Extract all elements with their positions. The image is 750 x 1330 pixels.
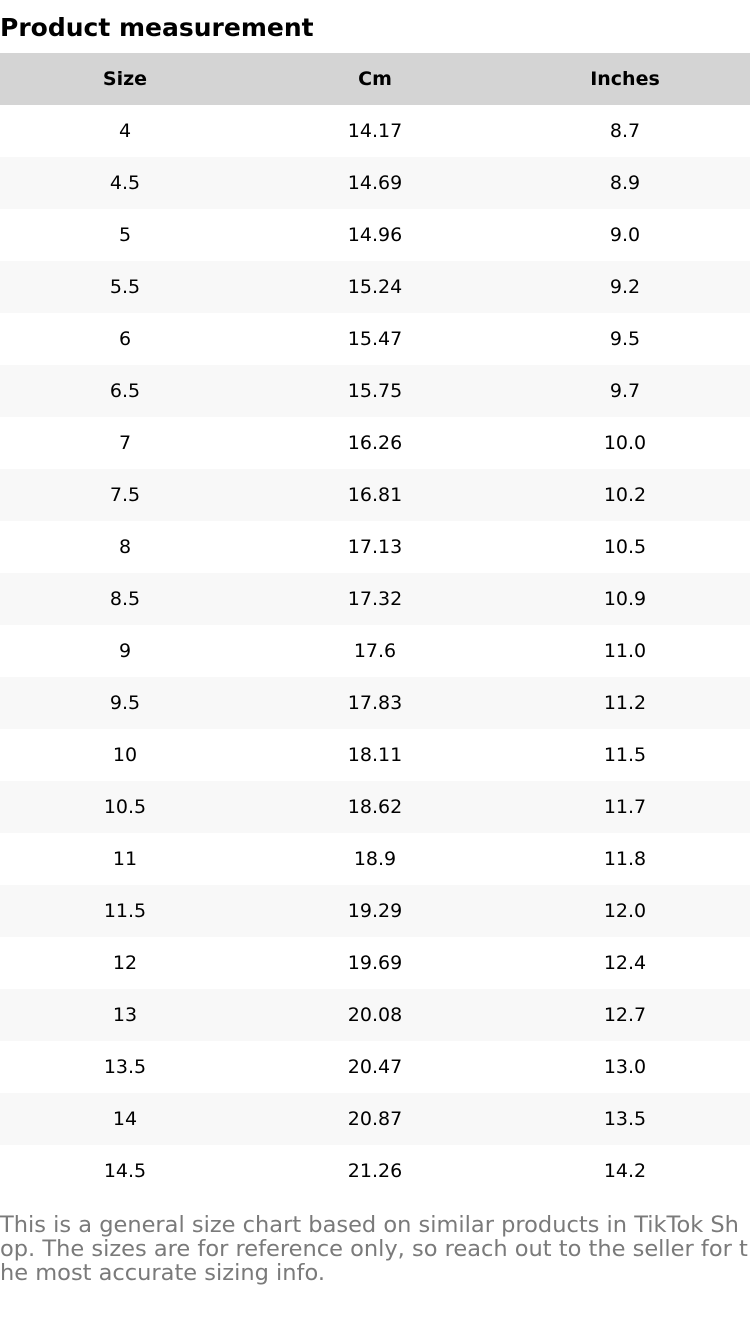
size-chart-disclaimer: This is a general size chart based on si… bbox=[0, 1212, 748, 1286]
cell-cm: 15.47 bbox=[347, 328, 403, 350]
cell-size: 6.5 bbox=[109, 380, 141, 402]
cell-inches: 10.0 bbox=[603, 432, 647, 454]
cell-inches: 9.2 bbox=[609, 276, 641, 298]
cell-size: 8 bbox=[118, 536, 132, 558]
cell-cm: 17.32 bbox=[347, 588, 403, 610]
table-row: 14 20.87 13.5 bbox=[0, 1093, 750, 1145]
cell-inches: 11.7 bbox=[603, 796, 647, 818]
table-row: 14.5 21.26 14.2 bbox=[0, 1145, 750, 1197]
cell-inches: 12.4 bbox=[603, 952, 647, 974]
cell-size: 4.5 bbox=[109, 172, 141, 194]
cell-inches: 10.5 bbox=[603, 536, 647, 558]
cell-size: 7.5 bbox=[109, 484, 141, 506]
cell-cm: 14.69 bbox=[347, 172, 403, 194]
cell-cm: 20.87 bbox=[347, 1108, 403, 1130]
cell-cm: 14.17 bbox=[347, 120, 403, 142]
cell-size: 12 bbox=[112, 952, 138, 974]
table-row: 10.5 18.62 11.7 bbox=[0, 781, 750, 833]
cell-cm: 18.11 bbox=[347, 744, 403, 766]
cell-size: 10 bbox=[112, 744, 138, 766]
cell-size: 11 bbox=[112, 848, 138, 870]
table-row: 13.5 20.47 13.0 bbox=[0, 1041, 750, 1093]
cell-inches: 8.7 bbox=[609, 120, 641, 142]
cell-size: 14 bbox=[112, 1108, 138, 1130]
cell-cm: 16.26 bbox=[347, 432, 403, 454]
table-row: 12 19.69 12.4 bbox=[0, 937, 750, 989]
cell-size: 14.5 bbox=[103, 1160, 147, 1182]
table-row: 11 18.9 11.8 bbox=[0, 833, 750, 885]
table-row: 11.5 19.29 12.0 bbox=[0, 885, 750, 937]
cell-size: 6 bbox=[118, 328, 132, 350]
table-row: 4 14.17 8.7 bbox=[0, 105, 750, 157]
cell-cm: 18.9 bbox=[353, 848, 397, 870]
table-row: 9.5 17.83 11.2 bbox=[0, 677, 750, 729]
table-row: 8 17.13 10.5 bbox=[0, 521, 750, 573]
table-row: 5 14.96 9.0 bbox=[0, 209, 750, 261]
cell-inches: 10.2 bbox=[603, 484, 647, 506]
cell-cm: 20.08 bbox=[347, 1004, 403, 1026]
cell-inches: 8.9 bbox=[609, 172, 641, 194]
cell-size: 13 bbox=[112, 1004, 138, 1026]
cell-cm: 16.81 bbox=[347, 484, 403, 506]
cell-inches: 10.9 bbox=[603, 588, 647, 610]
cell-inches: 13.0 bbox=[603, 1056, 647, 1078]
cell-size: 11.5 bbox=[103, 900, 147, 922]
cell-cm: 17.6 bbox=[353, 640, 397, 662]
table-row: 8.5 17.32 10.9 bbox=[0, 573, 750, 625]
cell-cm: 15.24 bbox=[347, 276, 403, 298]
cell-inches: 9.5 bbox=[609, 328, 641, 350]
table-row: 7.5 16.81 10.2 bbox=[0, 469, 750, 521]
cell-size: 8.5 bbox=[109, 588, 141, 610]
cell-inches: 11.5 bbox=[603, 744, 647, 766]
cell-size: 5.5 bbox=[109, 276, 141, 298]
cell-cm: 15.75 bbox=[347, 380, 403, 402]
cell-cm: 17.83 bbox=[347, 692, 403, 714]
cell-inches: 9.0 bbox=[609, 224, 641, 246]
cell-size: 10.5 bbox=[103, 796, 147, 818]
cell-size: 7 bbox=[118, 432, 132, 454]
cell-cm: 19.29 bbox=[347, 900, 403, 922]
cell-cm: 21.26 bbox=[347, 1160, 403, 1182]
cell-cm: 20.47 bbox=[347, 1056, 403, 1078]
column-header-inches: Inches bbox=[500, 53, 750, 105]
cell-inches: 11.2 bbox=[603, 692, 647, 714]
column-header-size: Size bbox=[0, 53, 250, 105]
cell-inches: 11.0 bbox=[603, 640, 647, 662]
cell-inches: 12.7 bbox=[603, 1004, 647, 1026]
cell-size: 9 bbox=[118, 640, 132, 662]
table-header-row: Size Cm Inches bbox=[0, 53, 750, 105]
cell-inches: 9.7 bbox=[609, 380, 641, 402]
cell-cm: 14.96 bbox=[347, 224, 403, 246]
cell-size: 4 bbox=[118, 120, 132, 142]
column-header-cm: Cm bbox=[250, 53, 500, 105]
cell-size: 13.5 bbox=[103, 1056, 147, 1078]
cell-cm: 17.13 bbox=[347, 536, 403, 558]
table-row: 6.5 15.75 9.7 bbox=[0, 365, 750, 417]
table-row: 4.5 14.69 8.9 bbox=[0, 157, 750, 209]
cell-inches: 13.5 bbox=[603, 1108, 647, 1130]
cell-cm: 18.62 bbox=[347, 796, 403, 818]
table-row: 5.5 15.24 9.2 bbox=[0, 261, 750, 313]
cell-cm: 19.69 bbox=[347, 952, 403, 974]
cell-size: 5 bbox=[118, 224, 132, 246]
cell-inches: 11.8 bbox=[603, 848, 647, 870]
table-row: 9 17.6 11.0 bbox=[0, 625, 750, 677]
table-row: 7 16.26 10.0 bbox=[0, 417, 750, 469]
table-row: 13 20.08 12.7 bbox=[0, 989, 750, 1041]
table-body: 4 14.17 8.7 4.5 14.69 8.9 5 14.96 9.0 5.5 15.24 9.2… bbox=[0, 105, 750, 1197]
page-title: Product measurement bbox=[0, 13, 314, 42]
cell-inches: 12.0 bbox=[603, 900, 647, 922]
table-row: 10 18.11 11.5 bbox=[0, 729, 750, 781]
table-row: 6 15.47 9.5 bbox=[0, 313, 750, 365]
cell-inches: 14.2 bbox=[603, 1160, 647, 1182]
size-table: Size Cm Inches 4 14.17 8.7 4.5 14.69 8.9 5 14.9… bbox=[0, 53, 750, 1197]
cell-size: 9.5 bbox=[109, 692, 141, 714]
